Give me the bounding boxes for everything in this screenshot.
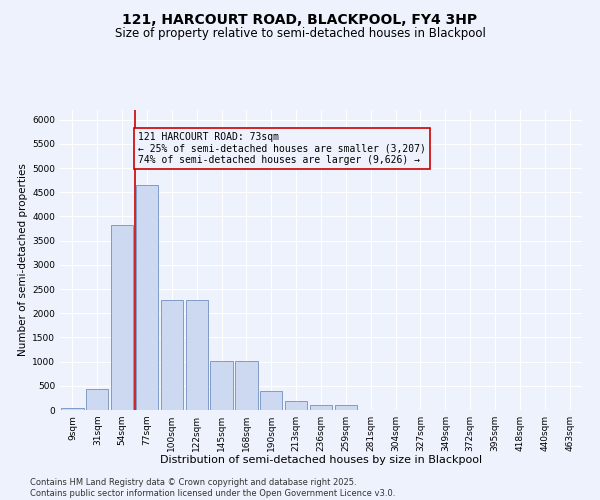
Text: 121, HARCOURT ROAD, BLACKPOOL, FY4 3HP: 121, HARCOURT ROAD, BLACKPOOL, FY4 3HP [122,12,478,26]
Bar [185,300,208,410]
Text: Contains HM Land Registry data © Crown copyright and database right 2025.
Contai: Contains HM Land Registry data © Crown c… [30,478,395,498]
Bar [136,185,158,410]
Bar [111,225,133,410]
Bar [235,361,257,410]
Bar [335,406,357,410]
Bar [86,389,109,410]
X-axis label: Distribution of semi-detached houses by size in Blackpool: Distribution of semi-detached houses by … [160,456,482,466]
Text: 121 HARCOURT ROAD: 73sqm
← 25% of semi-detached houses are smaller (3,207)
74% o: 121 HARCOURT ROAD: 73sqm ← 25% of semi-d… [139,132,426,165]
Bar [310,405,332,410]
Bar [285,401,307,410]
Text: Size of property relative to semi-detached houses in Blackpool: Size of property relative to semi-detach… [115,28,485,40]
Bar [61,408,83,410]
Bar [211,361,233,410]
Bar [161,300,183,410]
Y-axis label: Number of semi-detached properties: Number of semi-detached properties [18,164,28,356]
Bar [260,391,283,410]
